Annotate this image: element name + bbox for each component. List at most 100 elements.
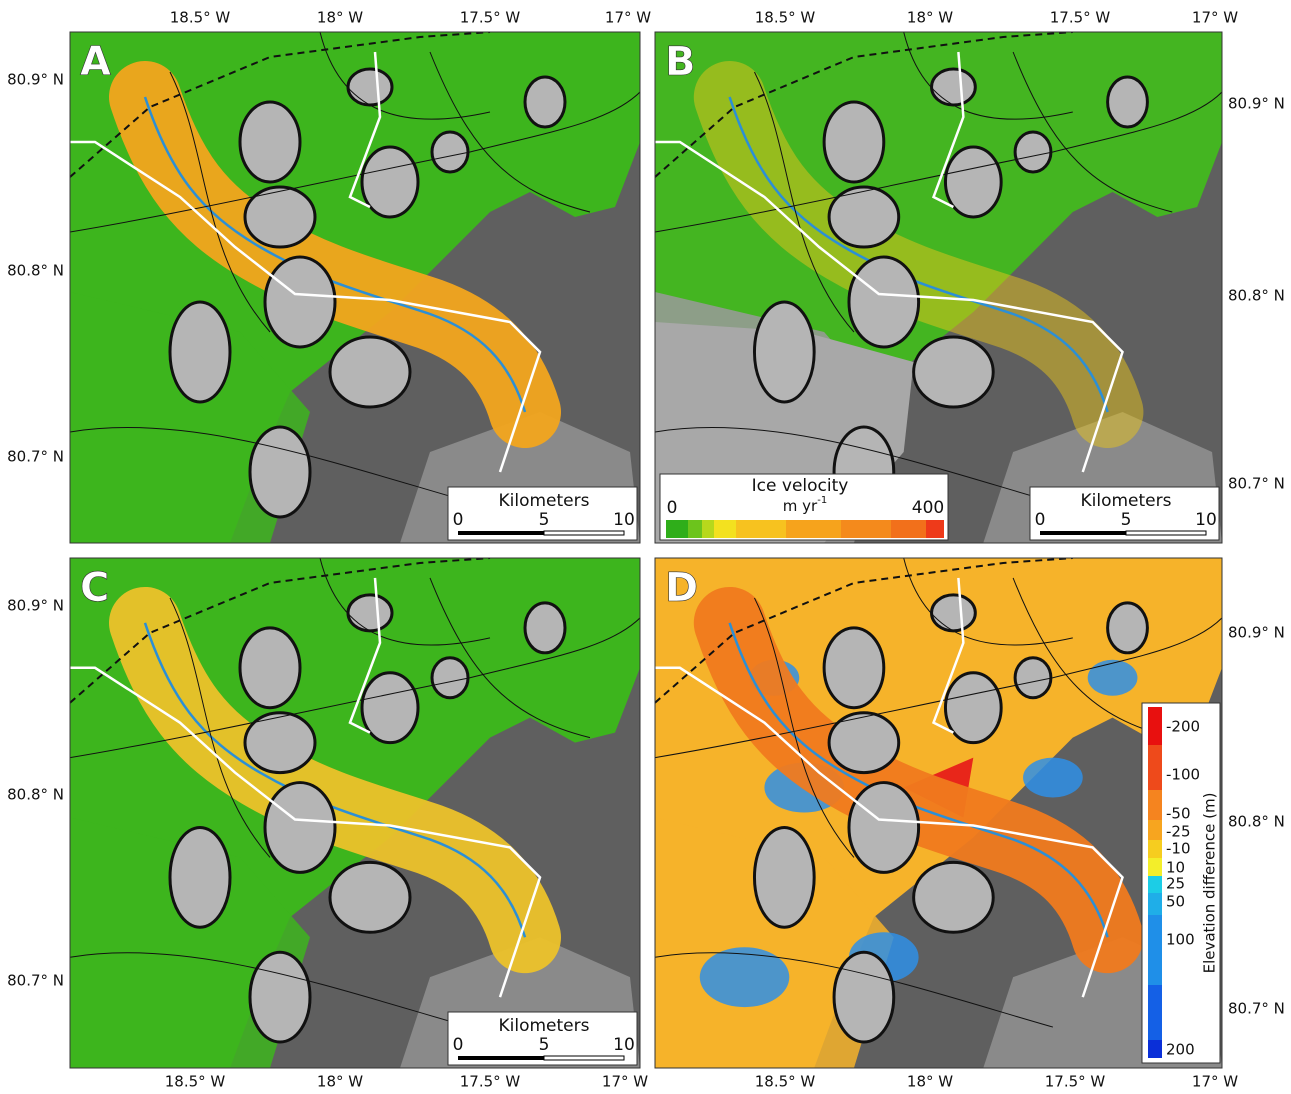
- scale-bar: [544, 531, 624, 535]
- nunatak: [1015, 658, 1051, 698]
- nunatak: [1108, 77, 1148, 127]
- nunatak: [834, 952, 894, 1042]
- nunatak: [849, 257, 919, 347]
- nunatak: [362, 673, 418, 743]
- legend-tick: 0: [667, 498, 678, 518]
- lat-label: 80.7° N: [1228, 1000, 1285, 1018]
- lat-label: 80.9° N: [1228, 624, 1285, 642]
- scale-tick: 5: [1121, 510, 1132, 530]
- nunatak: [754, 827, 814, 927]
- scale-tick: 5: [539, 1035, 550, 1055]
- scale-title: Kilometers: [499, 1016, 590, 1036]
- scale-bar: [1040, 531, 1126, 535]
- lon-label: 18.5° W: [165, 1073, 226, 1091]
- legend-title: Ice velocity: [752, 476, 849, 496]
- nunatak: [265, 257, 335, 347]
- legend-swatch: [1148, 915, 1162, 985]
- legend-tick: -50: [1166, 805, 1191, 823]
- lat-label: 80.8° N: [1228, 287, 1285, 305]
- nunatak: [824, 628, 884, 708]
- scale-tick: 0: [1035, 510, 1046, 530]
- unit-sup: -1: [817, 495, 827, 506]
- legend-tick: -200: [1166, 718, 1200, 736]
- nunatak: [1108, 603, 1148, 653]
- lon-label: 18° W: [907, 9, 953, 27]
- nunatak: [932, 69, 976, 105]
- lon-label: 18.5° W: [170, 9, 231, 27]
- lon-label: 17° W: [602, 1073, 648, 1091]
- lon-label: 17.5° W: [460, 9, 521, 27]
- map-panel: [655, 558, 1222, 1068]
- nunatak: [914, 337, 994, 407]
- legend-swatch: [1148, 707, 1162, 745]
- legend-swatch: [714, 520, 736, 538]
- legend-swatch: [891, 520, 926, 538]
- lat-label: 80.7° N: [1228, 475, 1285, 493]
- nunatak: [250, 427, 310, 517]
- lon-label: 18° W: [907, 1073, 953, 1091]
- map-panel: [70, 558, 640, 1068]
- nunatak: [525, 77, 565, 127]
- lat-label: 80.9° N: [1228, 95, 1285, 113]
- thinning-patch: [1023, 758, 1083, 798]
- nunatak: [849, 783, 919, 873]
- nunatak: [945, 147, 1001, 217]
- legend-swatch: [786, 520, 841, 538]
- scale-tick: 10: [613, 510, 635, 530]
- legend-swatch: [1148, 985, 1162, 1040]
- lon-label: 18.5° W: [755, 1073, 816, 1091]
- unit: m yr: [783, 497, 818, 515]
- lon-label: 17° W: [1192, 9, 1238, 27]
- legend-tick: -10: [1166, 840, 1191, 858]
- nunatak: [362, 147, 418, 217]
- page: {"panels": [ {"label": "A", "ticks_top":…: [0, 0, 1291, 1094]
- legend-title: Elevation difference (m): [1201, 793, 1219, 974]
- lon-label: 18° W: [317, 9, 363, 27]
- panel-letter: B: [665, 39, 696, 85]
- nunatak: [250, 952, 310, 1042]
- lon-label: 17° W: [1192, 1073, 1238, 1091]
- legend-tick: 400: [912, 498, 944, 518]
- nunatak: [1015, 132, 1051, 172]
- nunatak: [432, 132, 468, 172]
- nunatak: [914, 862, 994, 932]
- lon-label: 17.5° W: [1045, 1073, 1106, 1091]
- legend-tick: 25: [1166, 875, 1185, 893]
- legend-tick: -25: [1166, 823, 1191, 841]
- map-panel: [655, 32, 1222, 543]
- nunatak: [330, 862, 410, 932]
- scale-title: Kilometers: [499, 491, 590, 511]
- lon-label: 17° W: [605, 9, 651, 27]
- legend-swatch: [841, 520, 891, 538]
- legend-swatch: [702, 520, 714, 538]
- scale-tick: 10: [1195, 510, 1217, 530]
- legend-swatch: [1148, 1040, 1162, 1058]
- nunatak: [754, 302, 814, 402]
- nunatak: [932, 595, 976, 631]
- lon-label: 18° W: [317, 1073, 363, 1091]
- legend-tick: 50: [1166, 893, 1185, 911]
- nunatak: [525, 603, 565, 653]
- nunatak: [824, 102, 884, 182]
- thinning-patch: [1088, 660, 1138, 696]
- legend-swatch: [926, 520, 944, 538]
- scale-title: Kilometers: [1081, 491, 1172, 511]
- scale-tick: 0: [453, 510, 464, 530]
- map-panel: [70, 32, 640, 543]
- panel-letter: A: [80, 39, 111, 85]
- legend-swatch: [1148, 745, 1162, 790]
- thinning-patch: [700, 947, 790, 1007]
- lat-label: 80.7° N: [7, 972, 64, 990]
- nunatak: [170, 302, 230, 402]
- scale-tick: 10: [613, 1035, 635, 1055]
- legend-swatch: [1148, 790, 1162, 820]
- lat-label: 80.8° N: [1228, 813, 1285, 831]
- nunatak: [432, 658, 468, 698]
- lon-label: 17.5° W: [1050, 9, 1111, 27]
- legend-tick: -100: [1166, 766, 1200, 784]
- scale-bar: [458, 531, 544, 535]
- lat-label: 80.9° N: [7, 71, 64, 89]
- nunatak: [240, 628, 300, 708]
- nunatak: [240, 102, 300, 182]
- legend-tick: 100: [1166, 931, 1195, 949]
